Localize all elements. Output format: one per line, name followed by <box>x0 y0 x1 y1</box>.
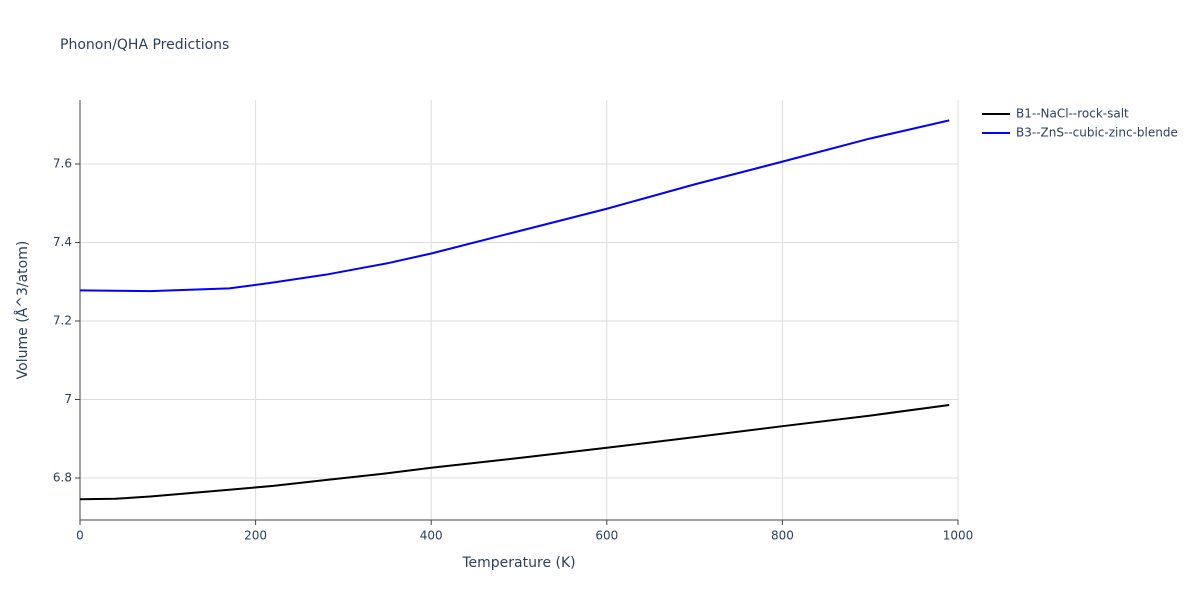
x-axis-title: Temperature (K) <box>461 555 575 571</box>
legend-label: B1--NaCl--rock-salt <box>1016 107 1129 121</box>
series-line <box>79 119 950 293</box>
y-tick-label: 7.4 <box>53 235 72 249</box>
y-tick-label: 6.8 <box>53 471 72 485</box>
y-tick-label: 7.2 <box>53 313 72 327</box>
x-tick-label: 600 <box>595 529 618 543</box>
y-axis-title: Volume (Å^3/atom) <box>14 241 31 380</box>
x-tick-label: 400 <box>420 529 443 543</box>
y-tick-label: 7.6 <box>53 156 72 170</box>
x-tick-label: 800 <box>771 529 794 543</box>
y-tick-label: 7 <box>64 392 72 406</box>
series-line <box>79 403 950 501</box>
legend-label: B3--ZnS--cubic-zinc-blende <box>1016 126 1178 140</box>
x-tick-label: 1000 <box>943 529 974 543</box>
x-tick-label: 0 <box>76 529 84 543</box>
chart-title: Phonon/QHA Predictions <box>60 37 229 53</box>
x-tick-label: 200 <box>244 529 267 543</box>
